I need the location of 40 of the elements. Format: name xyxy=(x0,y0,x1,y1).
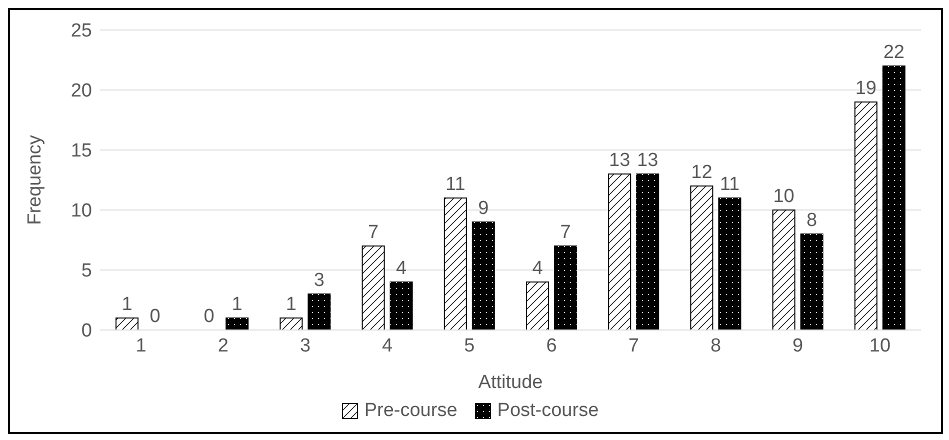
x-tick-label: 10 xyxy=(869,335,891,356)
y-tick-label: 15 xyxy=(70,140,92,162)
data-label: 1 xyxy=(286,294,296,315)
y-axis-title: Frequency xyxy=(24,134,46,225)
legend-label: Post-course xyxy=(497,400,599,422)
x-tick-label: 2 xyxy=(218,335,228,356)
data-label: 13 xyxy=(637,150,658,171)
y-tick-label: 25 xyxy=(70,20,92,42)
data-label: 3 xyxy=(314,270,324,291)
x-tick-label: 5 xyxy=(464,335,475,356)
x-tick-label: 9 xyxy=(792,335,804,356)
x-tick-label: 4 xyxy=(382,335,394,356)
data-label: 0 xyxy=(204,306,214,327)
data-label: 9 xyxy=(478,198,489,219)
data-label: 4 xyxy=(396,258,408,279)
data-label: 8 xyxy=(806,210,818,231)
data-label: 10 xyxy=(773,186,794,207)
data-label: 12 xyxy=(691,162,712,183)
data-label: 0 xyxy=(150,306,160,327)
data-label: 13 xyxy=(609,150,630,171)
data-label: 11 xyxy=(446,174,466,195)
data-label: 7 xyxy=(368,222,379,243)
x-tick-label: 8 xyxy=(710,335,722,356)
x-tick-label: 1 xyxy=(136,335,146,356)
y-tick-label: 5 xyxy=(81,260,92,282)
y-tick-label: 20 xyxy=(70,80,92,102)
data-label: 22 xyxy=(883,42,904,63)
y-tick-label: 10 xyxy=(70,200,92,222)
x-tick-label: 7 xyxy=(628,335,639,356)
y-tick-label: 0 xyxy=(81,320,92,342)
data-label: 19 xyxy=(855,78,876,99)
x-tick-label: 3 xyxy=(300,335,311,356)
data-label: 7 xyxy=(560,222,571,243)
data-label: 4 xyxy=(532,258,544,279)
data-label: 11 xyxy=(720,174,740,195)
legend-label: Pre-course xyxy=(364,400,458,422)
x-axis-title: Attitude xyxy=(478,372,543,393)
data-label: 1 xyxy=(232,294,242,315)
x-tick-label: 6 xyxy=(546,335,557,356)
data-label: 1 xyxy=(122,294,132,315)
